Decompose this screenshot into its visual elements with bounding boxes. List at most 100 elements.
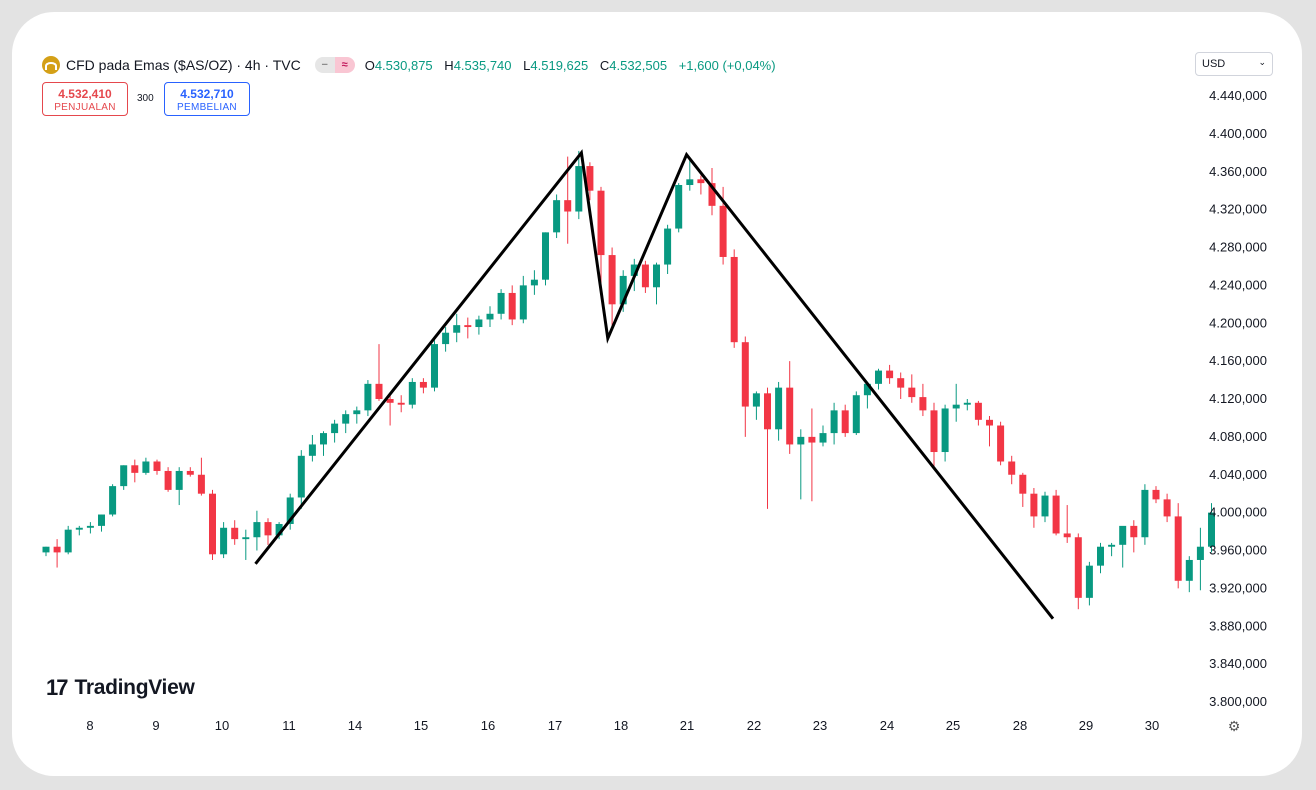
candle-body[interactable] [42,546,50,553]
candle-body[interactable] [253,522,261,538]
candle-body[interactable] [819,433,827,443]
candle-body[interactable] [297,455,305,498]
candle-body[interactable] [75,527,83,530]
candle-body[interactable] [53,546,61,553]
symbol-title[interactable]: CFD pada Emas ($AS/OZ) · 4h · TVC [66,57,301,73]
candle-body[interactable] [1074,537,1082,598]
sell-button[interactable]: 4.532,410 PENJUALAN [42,82,128,116]
candle-body[interactable] [1152,489,1160,500]
candle-body[interactable] [530,279,538,286]
candle-body[interactable] [109,486,117,515]
candle-body[interactable] [608,255,616,305]
candle-body[interactable] [941,408,949,453]
candle-body[interactable] [120,465,128,487]
candle-body[interactable] [64,529,72,553]
candle-body[interactable] [775,387,783,430]
candle-body[interactable] [886,370,894,379]
candle-body[interactable] [1141,489,1149,538]
candle-body[interactable] [98,514,105,526]
candle-body[interactable] [453,325,461,333]
candle-body[interactable] [486,313,494,320]
candle-body[interactable] [1196,546,1204,560]
candle-body[interactable] [142,461,150,473]
candle-body[interactable] [564,200,572,212]
candle-body[interactable] [786,387,794,445]
candle-body[interactable] [586,166,594,191]
candle-body[interactable] [1163,499,1171,517]
candle-body[interactable] [220,527,228,555]
candle-body[interactable] [863,383,871,396]
candle-body[interactable] [1008,461,1016,475]
candle-body[interactable] [186,470,194,475]
candle-body[interactable] [664,228,672,265]
candle-body[interactable] [242,537,250,540]
candle-body[interactable] [1185,559,1193,581]
candle-body[interactable] [353,410,361,415]
candle-body[interactable] [286,497,294,524]
candle-body[interactable] [231,527,239,540]
candle-body[interactable] [475,319,483,328]
candle-body[interactable] [830,410,838,434]
candle-body[interactable] [1030,493,1038,517]
candle-body[interactable] [419,381,427,388]
candle-body[interactable] [974,402,982,420]
candle-body[interactable] [1208,512,1215,547]
candle-body[interactable] [797,436,805,445]
candle-body[interactable] [1119,525,1127,545]
candle-body[interactable] [675,185,683,229]
candle-body[interactable] [697,179,705,184]
candle-body[interactable] [131,465,139,473]
candle-body[interactable] [908,387,916,398]
minus-icon[interactable]: − [314,57,335,73]
candle-body[interactable] [897,378,905,388]
candle-body[interactable] [952,404,960,409]
candle-body[interactable] [1041,495,1049,517]
candle-body[interactable] [331,423,339,434]
candle-body[interactable] [86,525,94,528]
candle-body[interactable] [464,325,472,328]
candle-body[interactable] [741,342,749,407]
candle-body[interactable] [175,470,183,490]
candle-body[interactable] [1019,474,1027,494]
candle-body[interactable] [508,292,516,320]
candle-body[interactable] [919,397,927,411]
candle-body[interactable] [1063,533,1071,538]
candle-body[interactable] [653,264,660,288]
price-chart[interactable]: 4.440,000 4.400,000 4.360,000 4.320,000 4.28… [12,12,1302,776]
candle-body[interactable] [963,402,971,405]
candle-body[interactable] [930,410,938,453]
candle-body[interactable] [708,183,716,206]
wave-icon[interactable]: ≈ [334,57,355,73]
candle-body[interactable] [442,332,450,345]
candle-body[interactable] [764,393,771,430]
candle-body[interactable] [209,493,216,555]
candle-body[interactable] [497,292,505,314]
candle-body[interactable] [752,393,760,407]
candle-body[interactable] [719,205,727,257]
candle-body[interactable] [375,383,383,399]
candle-body[interactable] [808,436,816,443]
candle-body[interactable] [320,433,327,445]
candle-body[interactable] [1085,565,1093,598]
candle-body[interactable] [197,474,205,494]
candle-body[interactable] [986,419,993,426]
candle-body[interactable] [619,275,627,305]
candle-body[interactable] [730,256,738,343]
candle-body[interactable] [386,399,394,403]
settings-gear-icon[interactable]: ⚙ [1227,718,1241,734]
candle-body[interactable] [1052,495,1060,534]
currency-select[interactable]: USD ⌄ [1195,52,1273,76]
candle-body[interactable] [408,381,416,405]
candle-body[interactable] [597,190,605,256]
candle-body[interactable] [364,383,372,411]
candle-body[interactable] [575,166,583,212]
candle-body[interactable] [1097,546,1104,566]
candle-body[interactable] [875,370,882,384]
candle-body[interactable] [342,414,350,424]
buy-button[interactable]: 4.532,710 PEMBELIAN [164,82,250,116]
candle-body[interactable] [852,395,860,434]
candle-body[interactable] [997,425,1005,462]
candle-body[interactable] [1108,544,1116,547]
candle-body[interactable] [641,264,649,288]
candle-body[interactable] [153,461,161,471]
